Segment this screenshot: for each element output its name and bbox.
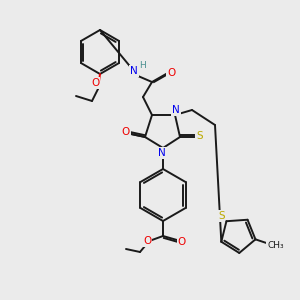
Text: H: H [140,61,146,70]
Text: O: O [167,68,175,78]
Text: O: O [143,236,151,246]
Text: O: O [122,127,130,137]
Text: CH₃: CH₃ [267,241,284,250]
Text: S: S [218,211,225,221]
Text: N: N [172,105,180,115]
Text: O: O [178,237,186,247]
Text: N: N [130,66,138,76]
Text: S: S [197,131,203,141]
Text: N: N [158,148,166,158]
Text: O: O [91,78,99,88]
